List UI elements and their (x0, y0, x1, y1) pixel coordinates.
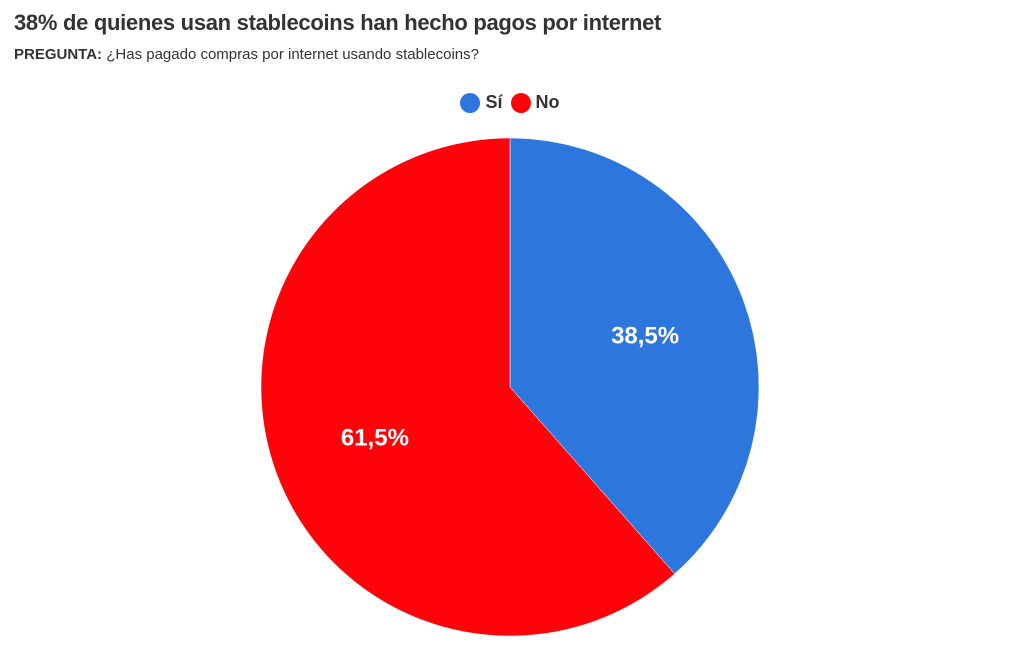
legend-swatch-no (510, 92, 531, 113)
chart-subtitle: PREGUNTA: ¿Has pagado compras por intern… (14, 46, 479, 63)
chart-title: 38% de quienes usan stablecoins han hech… (14, 10, 662, 35)
pie-slice-no (260, 137, 676, 637)
pie-slice-si (509, 137, 760, 575)
legend-item-no: No (510, 92, 560, 113)
subtitle-text: ¿Has pagado compras por internet usando … (106, 46, 479, 63)
slice-label-no: 61,5% (341, 425, 409, 452)
legend-swatch-si (460, 92, 481, 113)
chart-legend: Sí No (0, 92, 1020, 113)
legend-label-no: No (535, 92, 560, 112)
subtitle-prefix: PREGUNTA: (14, 46, 103, 63)
slice-label-si: 38,5% (611, 322, 679, 349)
legend-item-si: Sí (460, 92, 503, 113)
legend-label-si: Sí (485, 92, 503, 112)
